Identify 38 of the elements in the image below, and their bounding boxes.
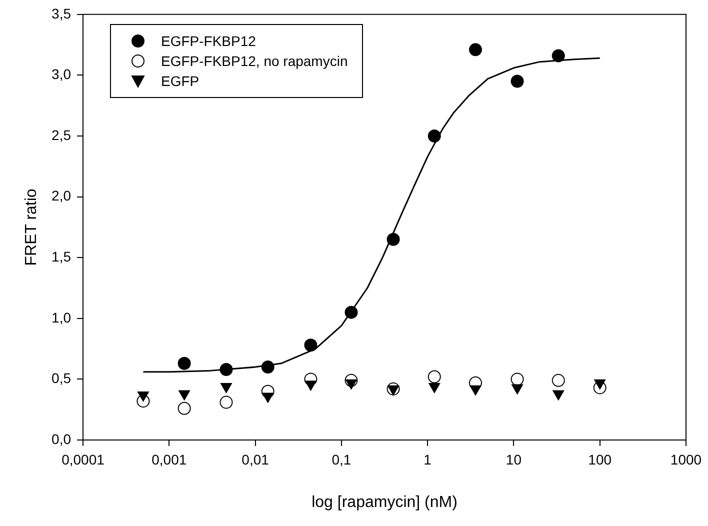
x-tick-label: 0,01 bbox=[242, 451, 270, 468]
point bbox=[220, 382, 232, 393]
y-axis-title: FRET ratio bbox=[23, 188, 40, 266]
point bbox=[262, 392, 274, 403]
y-tick-label: 3,5 bbox=[52, 5, 72, 22]
point bbox=[138, 392, 149, 402]
x-tick-label: 10 bbox=[506, 451, 522, 468]
x-axis-title: log [rapamycin] (nM) bbox=[312, 494, 458, 511]
point bbox=[178, 390, 190, 400]
x-tick-label: 1 bbox=[424, 451, 432, 468]
point bbox=[512, 384, 523, 394]
y-tick-label: 1,0 bbox=[52, 309, 72, 326]
y-tick-label: 0,0 bbox=[52, 430, 72, 447]
x-tick-label: 100 bbox=[588, 451, 612, 468]
x-tick-label: 0,001 bbox=[152, 451, 187, 468]
y-tick-label: 3,0 bbox=[52, 66, 72, 82]
x-tick-label: 1000 bbox=[670, 451, 702, 468]
y-tick-label: 1,5 bbox=[52, 248, 72, 264]
x-tick-label: 0,0001 bbox=[62, 451, 105, 468]
legend-label: EGFP bbox=[161, 72, 200, 92]
point bbox=[552, 374, 565, 387]
y-tick-label: 2,0 bbox=[52, 188, 72, 204]
point bbox=[220, 396, 233, 409]
legend-label: EGFP-FKBP12, no rapamycin bbox=[161, 52, 348, 72]
point bbox=[388, 385, 399, 396]
point bbox=[470, 385, 482, 396]
point bbox=[305, 380, 316, 391]
point bbox=[346, 379, 357, 390]
point bbox=[510, 372, 524, 386]
point bbox=[552, 390, 564, 400]
point bbox=[428, 382, 440, 393]
point bbox=[594, 379, 606, 390]
y-tick-label: 2,5 bbox=[52, 126, 72, 143]
x-tick-label: 0,1 bbox=[332, 451, 352, 468]
point bbox=[178, 402, 191, 415]
legend-label: EGFP-FKBP12 bbox=[161, 32, 256, 52]
point bbox=[428, 370, 441, 384]
y-tick-label: 0,5 bbox=[52, 370, 72, 386]
